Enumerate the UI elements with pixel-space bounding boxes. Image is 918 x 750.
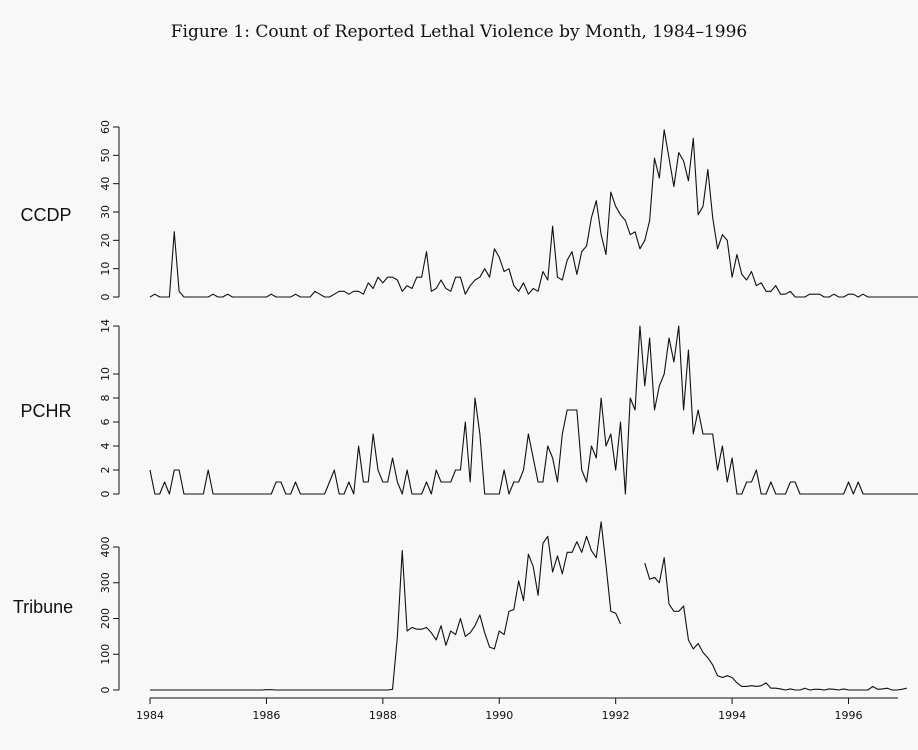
x-tick-label: 1992 xyxy=(602,709,630,722)
tribune-y-tick-label: 200 xyxy=(99,608,112,629)
tribune-y-tick-label: 300 xyxy=(99,572,112,593)
tribune-y-tick-label: 0 xyxy=(99,687,112,694)
pchr-y-tick-label: 8 xyxy=(99,395,112,402)
pchr-y-tick-label: 0 xyxy=(99,491,112,498)
pchr-y-tick-label: 4 xyxy=(99,443,112,450)
x-tick-label: 1996 xyxy=(835,709,863,722)
x-tick-label: 1994 xyxy=(718,709,746,722)
tribune-panel-label: Tribune xyxy=(13,597,73,617)
figure-title: Figure 1: Count of Reported Lethal Viole… xyxy=(170,22,748,42)
pchr-y-tick-label: 6 xyxy=(99,419,112,426)
ccdp-y-tick-label: 60 xyxy=(99,120,112,134)
ccdp-panel-label: CCDP xyxy=(20,205,71,225)
ccdp-series-line xyxy=(149,129,918,298)
ccdp-y-tick-label: 10 xyxy=(99,262,112,276)
x-tick-label: 1986 xyxy=(252,709,280,722)
x-tick-label: 1988 xyxy=(369,709,397,722)
ccdp-y-tick-label: 30 xyxy=(99,205,112,219)
x-tick-label: 1984 xyxy=(136,709,164,722)
pchr-y-tick-label: 14 xyxy=(99,319,112,333)
ccdp-y-tick-label: 50 xyxy=(99,148,112,162)
tribune-series-line xyxy=(150,521,907,691)
ccdp-y-tick-label: 20 xyxy=(99,233,112,247)
x-tick-label: 1990 xyxy=(485,709,513,722)
ccdp-y-tick-label: 40 xyxy=(99,177,112,191)
tribune-y-tick-label: 100 xyxy=(99,644,112,665)
pchr-y-tick-label: 10 xyxy=(99,367,112,381)
pchr-series-line xyxy=(149,325,918,495)
pchr-panel-label: PCHR xyxy=(20,401,71,421)
ccdp-y-tick-label: 0 xyxy=(99,294,112,301)
tribune-y-tick-label: 400 xyxy=(99,537,112,558)
pchr-y-tick-label: 2 xyxy=(99,467,112,474)
